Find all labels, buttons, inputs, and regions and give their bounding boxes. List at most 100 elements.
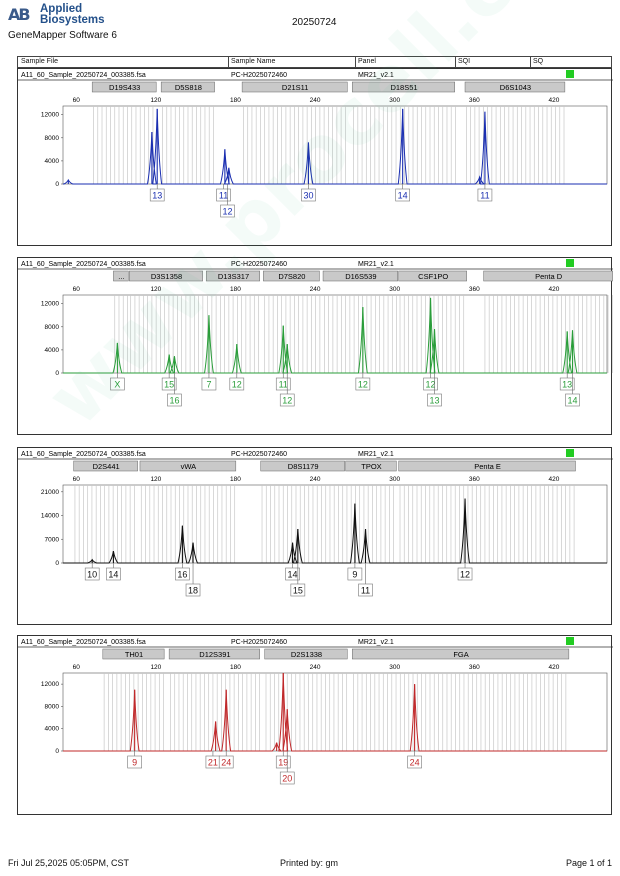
- locus-label: D3S1358: [151, 272, 182, 281]
- locus-bar: [398, 460, 576, 472]
- locus-bar: [91, 81, 157, 93]
- allele-call-label: X: [114, 380, 120, 390]
- locus-label: D5S818: [175, 83, 202, 92]
- y-tick-label: 12000: [41, 301, 59, 308]
- panel-name: MR21_v2.1: [358, 72, 394, 79]
- locus-bar: [351, 648, 570, 660]
- allele-call-label: 15: [293, 586, 303, 596]
- allele-call-box: [229, 377, 245, 391]
- x-tick-label: 60: [73, 664, 81, 671]
- locus-label: FGA: [453, 650, 468, 659]
- allele-call-box: [127, 755, 142, 769]
- logo-line-1: Applied: [40, 3, 83, 15]
- allele-call-box: [185, 583, 201, 597]
- allele-call-label: 12: [232, 380, 242, 390]
- sample-quality-indicator-icon: [566, 449, 574, 457]
- locus-label: D19S433: [109, 83, 140, 92]
- locus-label: Penta D: [535, 272, 563, 281]
- locus-bar: [464, 81, 566, 93]
- locus-label: ...: [118, 272, 124, 281]
- locus-bar: [241, 81, 348, 93]
- allele-call-label: 12: [282, 396, 292, 406]
- allele-call-box: [423, 377, 438, 391]
- electropherogram-chart-black: A11_60_Sample_20250724_003385.fsa PC-H202…: [18, 449, 613, 597]
- locus-label: TPOX: [361, 462, 381, 471]
- y-tick-label: 4000: [45, 158, 60, 165]
- locus-bar: [139, 460, 237, 472]
- allele-call-box: [559, 377, 575, 391]
- x-tick-label: 360: [469, 476, 480, 483]
- locus-bar: [168, 648, 260, 660]
- allele-call-box: [290, 583, 306, 597]
- allele-call-label: 13: [562, 380, 572, 390]
- x-tick-label: 60: [73, 476, 81, 483]
- locus-bar: [263, 270, 320, 282]
- allele-call-label: 16: [177, 570, 187, 580]
- allele-call-label: 14: [398, 191, 408, 201]
- y-tick-label: 0: [55, 748, 59, 755]
- x-tick-label: 180: [230, 286, 241, 293]
- x-tick-label: 240: [310, 286, 321, 293]
- locus-label: D13S317: [218, 272, 249, 281]
- allele-call-label: 14: [288, 570, 298, 580]
- allele-call-box: [477, 188, 493, 202]
- panel-name: MR21_v2.1: [358, 261, 394, 268]
- allele-call-box: [167, 393, 182, 407]
- footer-page-number: Page 1 of 1: [566, 858, 613, 868]
- x-tick-label: 180: [230, 97, 241, 104]
- applied-biosystems-logo-icon: AB: [8, 5, 31, 24]
- allele-call-label: 14: [567, 396, 577, 406]
- y-tick-label: 0: [55, 560, 59, 567]
- allele-call-label: 11: [480, 191, 489, 201]
- sample-quality-indicator-icon: [566, 259, 574, 267]
- x-tick-label: 60: [73, 97, 81, 104]
- locus-label: D2S1338: [291, 650, 322, 659]
- electropherogram-panel-red: A11_60_Sample_20250724_003385.fsa PC-H202…: [17, 635, 613, 815]
- allele-call-box: [358, 583, 373, 597]
- allele-call-box: [220, 204, 235, 218]
- y-tick-label: 8000: [45, 703, 60, 710]
- locus-label: D12S391: [199, 650, 230, 659]
- allele-call-box: [106, 567, 121, 581]
- allele-call-label: 12: [460, 570, 470, 580]
- allele-call-box: [175, 567, 190, 581]
- sample-file: A11_60_Sample_20250724_003385.fsa: [21, 72, 146, 79]
- x-tick-label: 180: [230, 664, 241, 671]
- allele-call-box: [149, 188, 165, 202]
- allele-call-box: [427, 393, 442, 407]
- x-tick-label: 420: [548, 286, 559, 293]
- locus-label: Penta E: [474, 462, 501, 471]
- locus-label: vWA: [181, 462, 197, 471]
- column-header-row: Sample File Sample Name Panel SQI SQ: [17, 56, 612, 68]
- allele-call-box: [201, 377, 217, 391]
- col-sqi: SQI: [458, 58, 471, 65]
- locus-bar: [398, 270, 467, 282]
- y-tick-label: 8000: [45, 135, 60, 142]
- allele-call-label: 13: [152, 191, 162, 201]
- allele-call-box: [279, 771, 295, 785]
- x-tick-label: 300: [389, 476, 400, 483]
- electropherogram-chart-blue: A11_60_Sample_20250724_003385.fsa PC-H202…: [18, 70, 613, 218]
- y-tick-label: 21000: [41, 489, 59, 496]
- y-tick-label: 12000: [41, 681, 59, 688]
- allele-call-box: [395, 188, 410, 202]
- locus-bar: [322, 270, 398, 282]
- locus-label: TH01: [125, 650, 143, 659]
- allele-call-box: [84, 567, 100, 581]
- allele-call-label: 15: [164, 380, 174, 390]
- sample-file: A11_60_Sample_20250724_003385.fsa: [21, 639, 146, 646]
- plot-area: [62, 294, 608, 374]
- col-sq: SQ: [533, 58, 544, 65]
- allele-call-label: 19: [278, 758, 288, 768]
- locus-label: D16S539: [345, 272, 376, 281]
- locus-bar: [113, 270, 129, 282]
- allele-call-box: [457, 567, 473, 581]
- allele-call-label: 18: [188, 586, 198, 596]
- allele-call-label: 7: [206, 380, 211, 390]
- locus-bar: [102, 648, 165, 660]
- locus-label: D7S820: [278, 272, 305, 281]
- locus-bar: [206, 270, 260, 282]
- sample-file: A11_60_Sample_20250724_003385.fsa: [21, 451, 146, 458]
- x-tick-label: 360: [469, 286, 480, 293]
- allele-call-label: 16: [169, 396, 179, 406]
